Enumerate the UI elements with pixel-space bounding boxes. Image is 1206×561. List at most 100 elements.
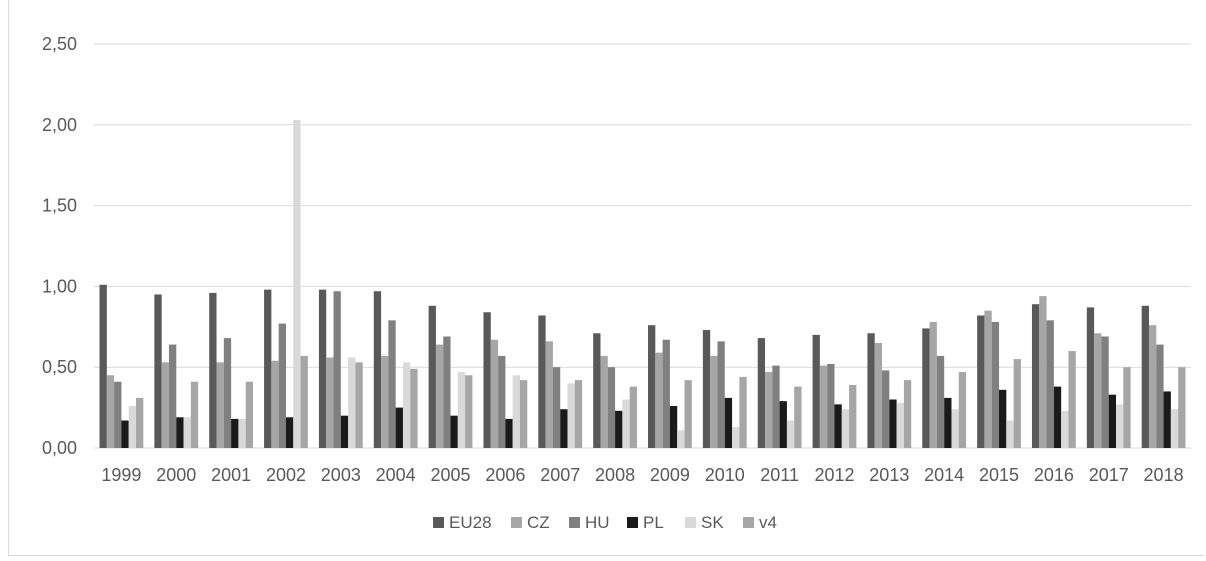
legend-label-v4: v4 <box>759 513 777 532</box>
bar-hu-2015 <box>991 321 1000 448</box>
bar-v4-2018 <box>1178 367 1186 448</box>
bar-pl-2008 <box>615 410 623 448</box>
bar-sk-2002 <box>293 119 301 449</box>
bar-eu28-2002 <box>264 289 272 448</box>
bar-sk-2001 <box>238 418 246 448</box>
x-category-label: 1999 <box>101 465 141 485</box>
bar-v4-2014 <box>958 372 967 448</box>
bar-pl-2010 <box>724 397 733 448</box>
legend-label-pl: PL <box>643 513 664 532</box>
bar-eu28-1999 <box>99 284 107 448</box>
bar-cz-2009 <box>655 352 663 448</box>
bar-cz-2015 <box>984 310 992 448</box>
bar-hu-2012 <box>827 363 835 448</box>
bar-sk-2004 <box>402 362 411 448</box>
bar-v4-2013 <box>903 380 912 448</box>
bar-sk-2005 <box>457 372 466 448</box>
bar-pl-2012 <box>834 404 842 448</box>
bar-cz-2017 <box>1094 333 1102 448</box>
bar-hu-1999 <box>114 381 122 448</box>
bar-sk-2014 <box>951 409 959 448</box>
bar-hu-2000 <box>168 344 177 448</box>
legend-label-sk: SK <box>701 513 724 532</box>
y-tick-label: 1,50 <box>42 196 77 216</box>
bar-cz-2018 <box>1148 325 1157 448</box>
y-tick-label: 1,00 <box>42 276 77 296</box>
bar-sk-2000 <box>183 417 191 448</box>
bar-v4-2007 <box>574 380 583 448</box>
legend-swatch-hu <box>569 517 580 528</box>
bar-pl-2014 <box>944 397 952 448</box>
legend-label-cz: CZ <box>527 513 550 532</box>
bar-hu-2004 <box>388 320 396 448</box>
bar-pl-2006 <box>505 418 513 448</box>
bar-chart: 0,00 0,50 1,00 1,50 2,00 2,50 1999 2000 2001 200… <box>42 34 1191 532</box>
bar-pl-2015 <box>999 389 1007 448</box>
chart-frame: 0,00 0,50 1,00 1,50 2,00 2,50 1999 2000 2001 200… <box>8 0 1204 556</box>
bar-sk-2012 <box>841 409 850 448</box>
bar-cz-2000 <box>161 362 169 448</box>
bar-cz-2004 <box>381 355 389 448</box>
bar-eu28-2001 <box>209 292 217 448</box>
bar-pl-1999 <box>121 420 129 448</box>
bar-hu-2005 <box>443 336 451 448</box>
bar-v4-2012 <box>849 384 857 448</box>
x-category-label: 2012 <box>814 465 854 485</box>
bar-eu28-2016 <box>1031 304 1040 448</box>
x-category-label: 2001 <box>211 465 251 485</box>
bar-v4-2003 <box>355 362 363 448</box>
bar-eu28-2011 <box>757 338 766 448</box>
legend: EU28 CZ HU PL SK v4 <box>433 513 777 532</box>
x-category-label: 2017 <box>1089 465 1129 485</box>
bar-pl-2018 <box>1163 391 1171 448</box>
bar-v4-2006 <box>519 380 528 448</box>
bar-hu-2003 <box>333 291 341 448</box>
bar-eu28-2004 <box>373 291 382 448</box>
bar-v4-1999 <box>136 397 144 448</box>
bar-cz-2006 <box>490 339 499 448</box>
bar-cz-2012 <box>819 365 828 448</box>
bar-sk-2011 <box>786 420 795 448</box>
bar-pl-2002 <box>285 417 294 448</box>
bar-sk-2013 <box>896 402 904 448</box>
y-axis-ticks: 0,00 0,50 1,00 1,50 2,00 2,50 <box>42 34 77 458</box>
bar-pl-2004 <box>395 407 403 448</box>
bar-hu-2013 <box>882 370 890 448</box>
bar-cz-2003 <box>326 357 334 448</box>
y-tick-label: 0,00 <box>42 438 77 458</box>
bar-eu28-2003 <box>318 289 327 448</box>
bar-hu-2006 <box>498 355 506 448</box>
legend-swatch-v4 <box>743 517 754 528</box>
bar-eu28-2017 <box>1086 307 1095 448</box>
bar-eu28-2006 <box>483 312 491 448</box>
x-category-label: 2018 <box>1144 465 1184 485</box>
x-category-label: 2002 <box>266 465 306 485</box>
bar-cz-2013 <box>874 342 883 448</box>
legend-label-eu28: EU28 <box>449 513 492 532</box>
bar-cz-2007 <box>545 341 553 448</box>
bar-hu-2014 <box>936 355 945 448</box>
bar-v4-2005 <box>465 375 473 448</box>
y-tick-label: 2,50 <box>42 34 77 54</box>
bar-v4-2011 <box>794 386 802 448</box>
bar-v4-2009 <box>684 380 692 448</box>
bar-pl-2007 <box>560 409 568 448</box>
legend-swatch-sk <box>685 517 696 528</box>
y-tick-label: 2,00 <box>42 115 77 135</box>
bar-pl-2017 <box>1108 394 1117 448</box>
bar-hu-2018 <box>1156 344 1164 448</box>
bar-hu-2007 <box>552 367 561 448</box>
bar-sk-2007 <box>567 383 575 448</box>
bar-v4-2004 <box>410 368 418 448</box>
bar-sk-2018 <box>1170 409 1179 448</box>
bar-sk-2009 <box>677 430 685 448</box>
bar-sk-2015 <box>1006 420 1014 448</box>
bar-eu28-2015 <box>977 315 985 448</box>
bar-v4-2001 <box>245 381 254 448</box>
bar-eu28-2010 <box>702 330 711 448</box>
bar-sk-1999 <box>128 405 137 448</box>
bar-hu-2002 <box>278 323 286 448</box>
x-category-label: 2006 <box>485 465 525 485</box>
bar-cz-2002 <box>271 360 279 448</box>
bar-hu-2011 <box>772 365 780 448</box>
